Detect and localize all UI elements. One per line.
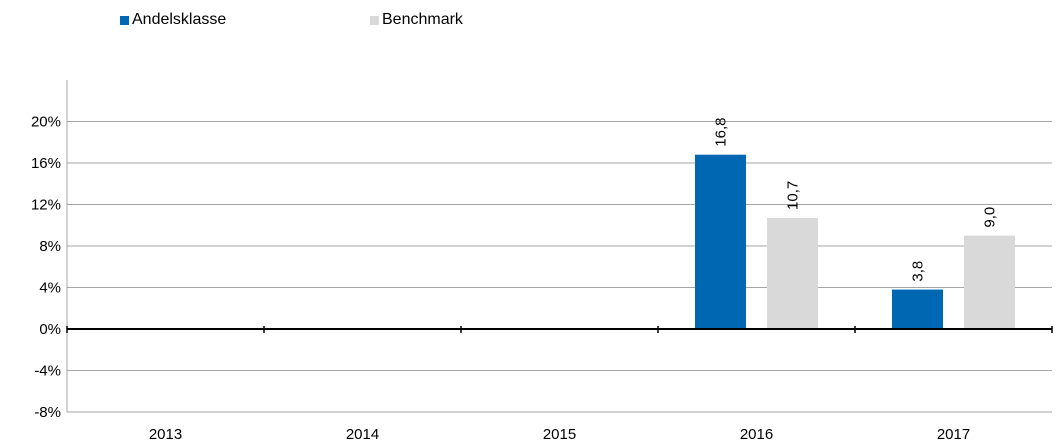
x-tick-label-2014: 2014 (346, 426, 379, 442)
legend-swatch-benchmark (370, 15, 379, 25)
legend-item-benchmark: Benchmark (370, 11, 620, 29)
x-tick-label-2017: 2017 (937, 426, 970, 442)
bar-andelsklasse-2017 (892, 289, 943, 329)
y-tick-label: -4% (34, 363, 61, 380)
bar-benchmark-2017 (964, 235, 1015, 329)
legend: Andelsklasse Benchmark (120, 11, 620, 29)
bar-andelsklasse-2016 (695, 154, 746, 329)
legend-swatch-andelsklasse (120, 15, 129, 25)
y-tick-label: -8% (34, 404, 61, 421)
data-label: 10,7 (785, 181, 802, 210)
data-label: 16,8 (713, 117, 730, 146)
y-tick-label: 16% (31, 155, 61, 172)
data-label: 9,0 (982, 207, 999, 228)
y-tick-label: 12% (31, 197, 61, 214)
y-tick-label: 20% (31, 114, 61, 131)
y-tick-label: 4% (39, 280, 61, 297)
legend-label-benchmark: Benchmark (382, 11, 463, 28)
x-tick-label-2013: 2013 (149, 426, 182, 442)
data-label: 3,8 (910, 261, 927, 282)
x-tick-label-2015: 2015 (543, 426, 576, 442)
y-tick-label: 0% (39, 321, 61, 338)
legend-item-andelsklasse: Andelsklasse (120, 11, 370, 29)
x-tick-label-2016: 2016 (740, 426, 773, 442)
bar-benchmark-2016 (767, 217, 818, 329)
legend-label-andelsklasse: Andelsklasse (132, 11, 227, 28)
y-tick-label: 8% (39, 238, 61, 255)
